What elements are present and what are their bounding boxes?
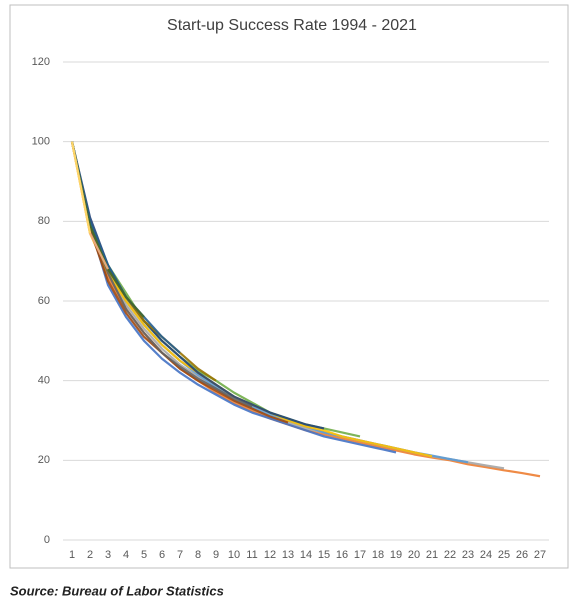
y-tick-label: 40 [38,375,50,387]
x-tick-label: 20 [408,549,420,561]
series-line [70,141,289,424]
x-tick-label: 23 [462,549,474,561]
x-tick-label: 10 [228,549,240,561]
x-tick-label: 1 [69,549,75,561]
source-note: Source: Bureau of Labor Statistics [10,583,224,598]
series-line [70,141,397,454]
x-tick-label: 26 [516,549,528,561]
x-tick-label: 18 [372,549,384,561]
chart-frame [9,4,569,569]
x-tick-label: 8 [195,549,201,561]
y-tick-label: 120 [32,56,50,68]
x-tick-label: 17 [354,549,366,561]
x-tick-label: 4 [123,549,129,561]
x-tick-label: 13 [282,549,294,561]
x-tick-label: 9 [213,549,219,561]
y-tick-label: 80 [38,215,50,227]
x-tick-label: 19 [390,549,402,561]
series-line [70,141,92,234]
y-tick-label: 100 [32,136,50,148]
x-tick-label: 5 [141,549,147,561]
x-tick-label: 6 [159,549,165,561]
x-tick-label: 3 [105,549,111,561]
x-tick-label: 7 [177,549,183,561]
x-tick-label: 22 [444,549,456,561]
x-tick-label: 25 [498,549,510,561]
x-tick-label: 14 [300,549,312,561]
x-tick-label: 11 [246,549,257,561]
chart-title: Start-up Success Rate 1994 - 2021 [167,17,417,34]
x-tick-label: 2 [87,549,93,561]
y-tick-label: 0 [44,534,50,546]
y-tick-label: 20 [38,454,50,466]
x-tick-label: 24 [480,549,492,561]
x-tick-label: 21 [426,549,438,561]
x-tick-label: 16 [336,549,348,561]
x-tick-label: 15 [318,549,330,561]
x-tick-label: 27 [534,549,546,561]
y-tick-label: 60 [38,295,50,307]
x-tick-label: 12 [264,549,276,561]
